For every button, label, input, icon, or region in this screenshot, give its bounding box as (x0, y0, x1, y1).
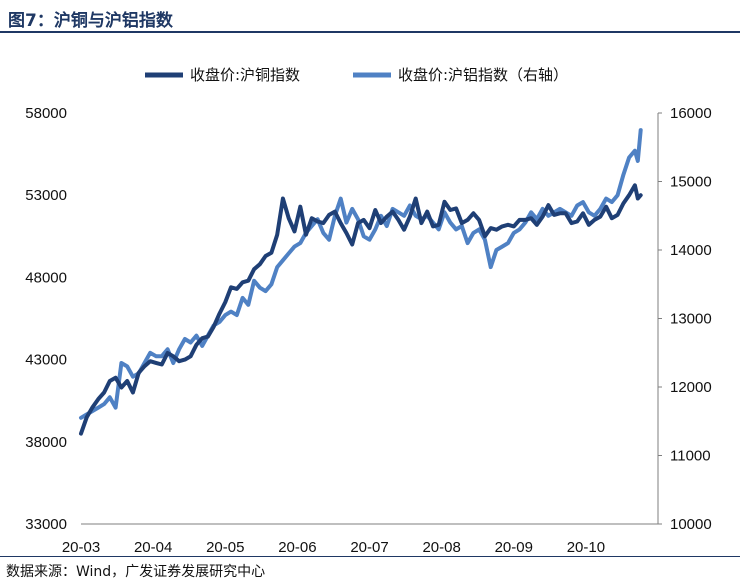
x-tick-label: 20-08 (422, 539, 460, 556)
right-y-tick-label: 12000 (670, 379, 712, 396)
right-y-tick-label: 10000 (670, 516, 712, 533)
chart-legend: 收盘价:沪铜指数 收盘价:沪铝指数（右轴） (145, 66, 568, 84)
left-y-tick-label: 43000 (25, 352, 67, 369)
footer-divider (0, 556, 740, 557)
line-chart: 收盘价:沪铜指数 收盘价:沪铝指数（右轴） 33000 38000 43000 480… (25, 66, 711, 556)
x-tick-label: 20-05 (206, 539, 244, 556)
x-tick-label: 20-10 (567, 539, 605, 556)
x-tick-label: 20-09 (495, 539, 533, 556)
source-note: 数据来源：Wind，广发证券发展研究中心 (6, 564, 266, 580)
chart-series (79, 128, 643, 436)
right-y-tick-label: 16000 (670, 105, 712, 122)
left-y-tick-label: 48000 (25, 269, 67, 286)
left-y-tick-label: 53000 (25, 187, 67, 204)
legend-label-copper: 收盘价:沪铜指数 (190, 66, 300, 84)
right-y-tick-label: 11000 (670, 448, 711, 465)
left-y-tick-label: 33000 (25, 516, 67, 533)
right-y-tick-label: 15000 (670, 174, 712, 191)
x-tick-label: 20-06 (278, 539, 316, 556)
series-line-aluminum (79, 128, 643, 420)
x-tick-label: 20-07 (350, 539, 388, 556)
left-y-tick-label: 38000 (25, 434, 67, 451)
x-tick-label: 20-04 (134, 539, 172, 556)
x-tick-label: 20-03 (62, 539, 100, 556)
title-divider (0, 31, 740, 33)
figure-title: 图7：沪铜与沪铝指数 (8, 11, 173, 31)
right-y-tick-label: 13000 (670, 311, 712, 328)
series-line-copper (79, 183, 643, 436)
left-y-tick-label: 58000 (25, 105, 67, 122)
right-y-tick-label: 14000 (670, 242, 712, 259)
legend-label-aluminum: 收盘价:沪铝指数（右轴） (398, 66, 568, 84)
chart-axes: 33000 38000 43000 48000 53000 58000 10000 11000… (25, 105, 711, 556)
